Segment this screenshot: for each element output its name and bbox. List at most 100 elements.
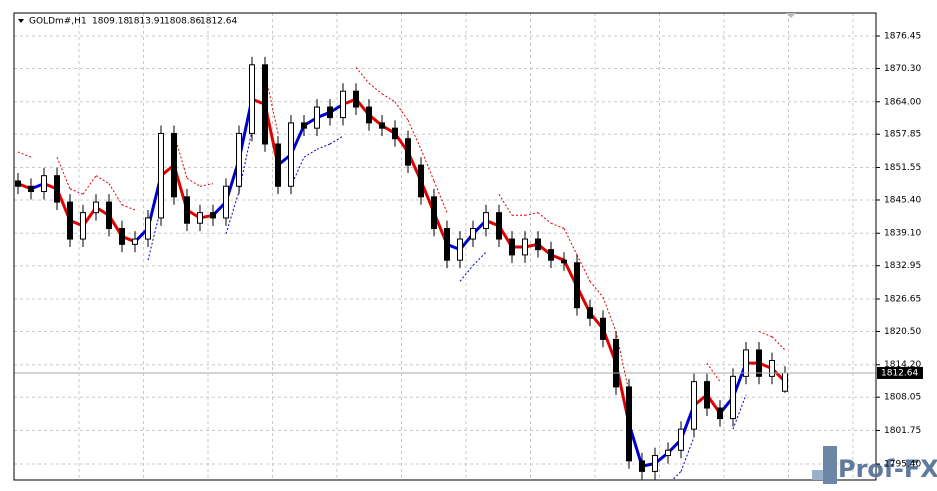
candle-body [418, 164, 424, 198]
bar-open: 1809.18 [92, 17, 129, 27]
candle-body [314, 106, 320, 129]
stop-line [671, 471, 682, 480]
candle-body [665, 449, 671, 457]
candle-body [691, 381, 697, 430]
candle-body [197, 212, 203, 224]
candle-body [379, 122, 385, 129]
stop-line [95, 175, 110, 185]
candle-body [457, 238, 463, 261]
stop-line [537, 212, 552, 224]
stop-line [563, 228, 578, 256]
candle-body [483, 212, 489, 229]
stop-line [472, 251, 487, 266]
candle-body [470, 227, 476, 240]
y-tick-label: 1832.95 [884, 261, 921, 271]
candle-body [275, 143, 281, 187]
candle-body [41, 175, 47, 193]
bar-close: 1812.64 [200, 17, 237, 27]
y-tick-label: 1808.05 [884, 393, 921, 403]
stop-line [355, 67, 370, 84]
stop-line [407, 120, 422, 150]
candle-body [561, 259, 567, 264]
candle-body [743, 349, 749, 377]
candle-body [119, 227, 125, 245]
candle-body [496, 212, 502, 240]
stop-line [368, 82, 383, 95]
candle-body [106, 201, 112, 229]
y-tick-label: 1845.40 [884, 195, 921, 205]
candle-body [327, 106, 333, 119]
candle-body [548, 249, 554, 261]
candle-body [600, 317, 606, 340]
candle-body [730, 375, 736, 420]
candle-body [535, 238, 541, 251]
candle-body [717, 407, 723, 420]
y-tick-label: 1870.30 [884, 64, 921, 74]
candle-body [626, 386, 632, 462]
logo-bar [823, 446, 837, 484]
candle-body [210, 212, 216, 219]
candle-body [769, 360, 775, 377]
candle-body [444, 227, 450, 261]
candle-body [132, 238, 138, 245]
candle-body [28, 185, 34, 193]
plot-frame [13, 12, 877, 481]
stop-line [186, 177, 201, 187]
stop-line [589, 280, 604, 298]
logo: Prof-FX [812, 446, 937, 484]
stop-line [56, 157, 71, 190]
menu-arrow[interactable] [18, 19, 24, 23]
candle-body [184, 196, 190, 224]
candle-body [587, 307, 593, 319]
candle-body [509, 238, 515, 256]
candle-body [366, 106, 372, 124]
candle-body [639, 460, 645, 472]
candle-body [223, 185, 229, 219]
candle-body [392, 127, 398, 140]
candle-body [756, 349, 762, 377]
current-price-box [877, 366, 923, 379]
candle-body [652, 455, 658, 472]
candle-body [574, 262, 580, 309]
candle-body [301, 122, 307, 129]
y-tick-label: 1826.65 [884, 294, 921, 304]
candle-body [236, 132, 242, 187]
stop-line [420, 149, 435, 182]
candle-body [613, 338, 619, 388]
logo-block [812, 470, 823, 480]
candle-body [15, 180, 21, 187]
candle-body [158, 132, 164, 219]
candle-body [171, 132, 177, 198]
candle-body [405, 138, 411, 166]
candle-body [67, 201, 73, 240]
candle-body [678, 428, 684, 451]
candle-body [340, 90, 346, 119]
stop-line [771, 336, 786, 351]
stop-line [433, 180, 448, 213]
bar-high: 1813.91 [128, 17, 165, 27]
watermark: Prof-FX [838, 455, 937, 483]
stop-line [329, 135, 344, 145]
candle-body [431, 196, 437, 229]
y-tick-label: 1839.10 [884, 229, 921, 239]
bar-low: 1808.86 [164, 17, 201, 27]
stop-line [498, 193, 513, 216]
candle-body [249, 64, 255, 134]
plot [14, 56, 876, 480]
shift-marker [786, 13, 796, 18]
stop-line [225, 191, 240, 234]
candle-body [54, 175, 60, 203]
stop-line [108, 183, 123, 205]
y-tick-label: 1876.45 [884, 32, 921, 42]
y-tick-label: 1814.20 [884, 360, 921, 370]
y-tick-label: 1851.55 [884, 163, 921, 173]
candle-body [704, 381, 710, 409]
candle-body [288, 122, 294, 187]
y-tick-label: 1864.00 [884, 97, 921, 107]
stop-line [381, 93, 396, 103]
y-tick-label: 1795.40 [884, 460, 921, 470]
candle-body [80, 212, 86, 240]
candle-body [522, 238, 528, 256]
